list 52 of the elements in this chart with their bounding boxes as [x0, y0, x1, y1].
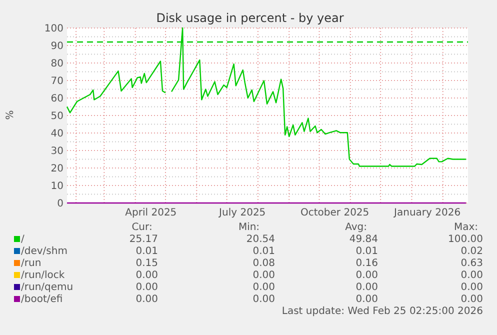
- legend-label: /run/qemu: [21, 282, 74, 293]
- chart-title: Disk usage in percent - by year: [156, 11, 344, 25]
- text: 0.01: [136, 246, 158, 257]
- text: 0.00: [356, 282, 378, 293]
- text: 0.00: [460, 270, 483, 281]
- legend-label: /run: [21, 258, 42, 269]
- y-tick-label: 70: [50, 76, 64, 87]
- text: 0.00: [460, 294, 483, 305]
- y-tick-label: 40: [50, 128, 64, 140]
- legend-label: /: [21, 234, 25, 245]
- text: 0.00: [136, 282, 158, 293]
- text: 20.54: [246, 234, 275, 245]
- y-tick-label: 100: [44, 24, 64, 34]
- text: 0.00: [356, 294, 378, 305]
- text: 100.00: [448, 234, 483, 245]
- legend-label: /run/lock: [21, 270, 65, 281]
- text: 0.08: [252, 258, 275, 269]
- y-tick-label: 50: [50, 111, 64, 122]
- text: 0.02: [460, 246, 483, 257]
- text: 0.00: [252, 282, 275, 293]
- x-tick-label: July 2025: [218, 208, 266, 218]
- y-tick-label: 20: [50, 164, 64, 174]
- text: Max:: [454, 222, 478, 233]
- text: 0.15: [136, 258, 158, 269]
- text: 0.00: [356, 270, 378, 281]
- text: 49.84: [349, 234, 378, 245]
- legend-label: /dev/shm: [21, 246, 68, 257]
- text: 25.17: [129, 234, 158, 245]
- y-tick-label: 30: [50, 146, 64, 157]
- x-tick-label: January 2026: [393, 208, 461, 218]
- text: 0.63: [460, 258, 483, 269]
- text: 0.00: [136, 270, 158, 281]
- x-tick-label: October 2025: [300, 208, 370, 218]
- y-tick-label: 10: [50, 181, 64, 192]
- text: 0.00: [252, 270, 275, 281]
- legend-label: /boot/efi: [21, 294, 63, 305]
- text: 0.00: [460, 282, 483, 293]
- text: 0.01: [252, 246, 275, 257]
- y-tick-label: 60: [50, 94, 64, 104]
- text: 0.00: [136, 294, 158, 305]
- text: Cur:: [132, 222, 152, 233]
- y-axis-title: %: [5, 110, 16, 120]
- y-tick-label: 90: [50, 41, 64, 52]
- text: Last update: Wed Feb 25 02:25:00 2026: [282, 306, 483, 317]
- text: 0.16: [356, 258, 378, 269]
- text: 0.01: [356, 246, 378, 257]
- text: Avg:: [345, 222, 367, 233]
- y-tick-label: 80: [50, 58, 64, 70]
- x-tick-label: April 2025: [125, 208, 177, 218]
- text: Min:: [238, 222, 260, 233]
- text: 0.00: [252, 294, 275, 305]
- y-tick-label: 0: [57, 198, 64, 210]
